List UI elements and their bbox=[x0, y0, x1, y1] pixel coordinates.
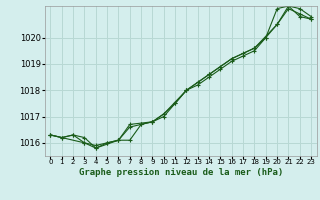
X-axis label: Graphe pression niveau de la mer (hPa): Graphe pression niveau de la mer (hPa) bbox=[79, 168, 283, 177]
